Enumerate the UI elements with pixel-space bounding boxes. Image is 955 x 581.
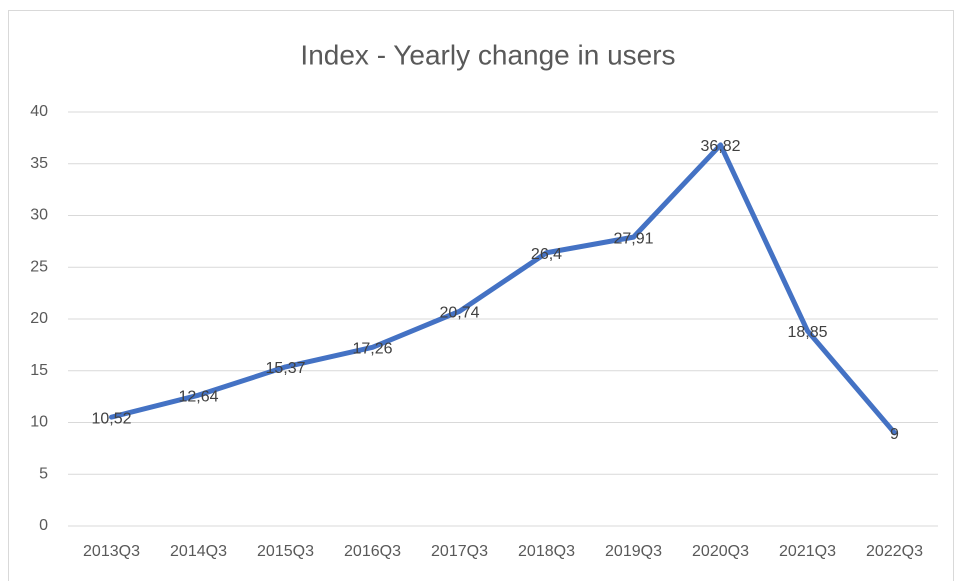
x-tick-label: 2018Q3 [518,543,575,560]
data-label: 17,26 [352,341,392,358]
y-tick-label: 30 [30,207,48,224]
data-label: 18,85 [787,324,827,341]
x-tick-label: 2014Q3 [170,543,227,560]
data-label: 10,52 [91,410,131,427]
data-label: 20,74 [439,305,479,322]
x-tick-label: 2017Q3 [431,543,488,560]
data-label: 9 [890,426,899,443]
y-tick-label: 35 [30,155,48,172]
x-tick-label: 2015Q3 [257,543,314,560]
line [109,142,897,436]
x-tick-label: 2013Q3 [83,543,140,560]
chart-title: Index - Yearly change in users [300,39,675,70]
x-tick-label: 2016Q3 [344,543,401,560]
y-tick-label: 10 [30,414,48,431]
x-tick-label: 2019Q3 [605,543,662,560]
y-tick-label: 20 [30,310,48,327]
data-label: 15,37 [265,360,305,377]
data-label: 12,64 [178,388,218,405]
y-tick-label: 5 [39,465,48,482]
x-tick-label: 2020Q3 [692,543,749,560]
y-tick-label: 40 [30,103,48,120]
y-tick-label: 0 [39,517,48,534]
x-tick-label: 2022Q3 [866,543,923,560]
data-label: 27,91 [613,230,653,247]
x-tick-label: 2021Q3 [779,543,836,560]
y-tick-label: 25 [30,258,48,275]
y-tick-label: 15 [30,362,48,379]
data-label: 26,4 [531,246,562,263]
data-label: 36,82 [700,138,740,155]
